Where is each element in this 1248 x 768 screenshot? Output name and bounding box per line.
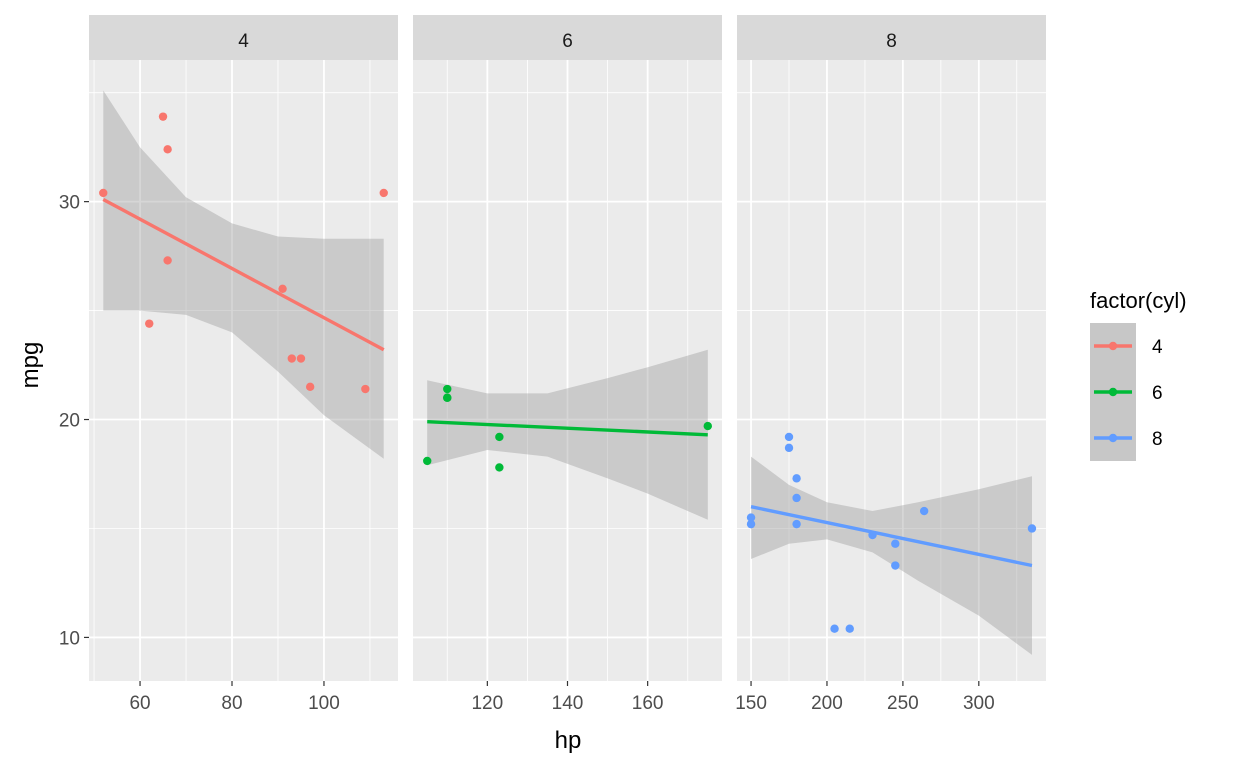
data-point (746, 519, 756, 529)
y-tick-label: 20 (59, 411, 80, 432)
data-point (891, 561, 900, 570)
legend-key-point (1108, 387, 1118, 397)
x-tick-label: 140 (552, 693, 584, 714)
data-point (784, 432, 794, 442)
legend-key-point (1108, 341, 1118, 351)
data-point (919, 506, 929, 516)
y-tick-label: 30 (59, 193, 80, 214)
x-tick-label: 300 (963, 693, 995, 714)
facet-strip (737, 15, 1046, 60)
y-tick-label: 10 (59, 628, 80, 649)
x-tick-label: 150 (735, 693, 767, 714)
legend-label: 6 (1152, 383, 1163, 404)
facet-panel-8: 8 150 200 250 300 (735, 15, 1046, 714)
data-point (830, 624, 839, 633)
x-tick-label: 250 (887, 693, 919, 714)
data-point (495, 463, 504, 472)
data-point (443, 384, 452, 394)
regression-line (427, 420, 708, 437)
facet-strip-label: 6 (562, 31, 573, 52)
legend-label: 8 (1152, 429, 1163, 450)
facet-strip-label: 8 (886, 31, 897, 52)
data-point (287, 354, 296, 363)
regression-line (750, 505, 1033, 568)
data-point (495, 432, 504, 442)
facet-panel-6: 6 120 140 160 (413, 15, 722, 714)
data-point (423, 456, 432, 466)
x-tick-label: 100 (308, 693, 340, 714)
panel-background (737, 60, 1046, 681)
legend-label: 4 (1152, 337, 1163, 358)
x-tick-label: 120 (471, 693, 503, 714)
data-point (163, 256, 172, 265)
data-point (792, 519, 801, 529)
data-point (158, 112, 168, 121)
data-point (163, 145, 172, 154)
facet-panel-4: 4 60 80 100 (89, 15, 398, 714)
x-tick-label: 200 (811, 693, 843, 714)
data-point (443, 393, 452, 402)
data-point (746, 513, 756, 522)
data-point (792, 474, 801, 483)
data-point (784, 443, 794, 453)
data-point (792, 493, 801, 503)
facet-panels: 4 60 80 100 6 120 140 160 8 150 200 250 300 (89, 15, 1046, 714)
confidence-band (751, 456, 1032, 655)
data-point (845, 624, 854, 633)
x-tick-label: 160 (632, 693, 664, 714)
y-axis: 10 20 30 (59, 193, 89, 649)
legend: factor(cyl) 4 6 8 (1090, 288, 1187, 461)
data-point (305, 382, 315, 392)
x-tick-label: 60 (129, 693, 150, 714)
facet-strip (413, 15, 722, 60)
data-point (99, 188, 108, 198)
facet-strip (89, 15, 398, 60)
x-tick-label: 80 (221, 693, 242, 714)
data-point (703, 421, 712, 431)
data-point (278, 284, 287, 293)
data-point (145, 319, 154, 328)
confidence-band (427, 349, 708, 520)
data-point (296, 354, 306, 363)
y-axis-title: mpg (17, 342, 44, 389)
data-point (891, 539, 900, 548)
x-axis-title: hp (555, 727, 582, 754)
regression-line (102, 197, 385, 352)
legend-key-point (1108, 433, 1118, 443)
data-point (361, 384, 370, 394)
data-point (1027, 524, 1037, 533)
legend-title: factor(cyl) (1090, 288, 1187, 313)
facet-strip-label: 4 (238, 31, 249, 52)
data-point (379, 188, 388, 198)
